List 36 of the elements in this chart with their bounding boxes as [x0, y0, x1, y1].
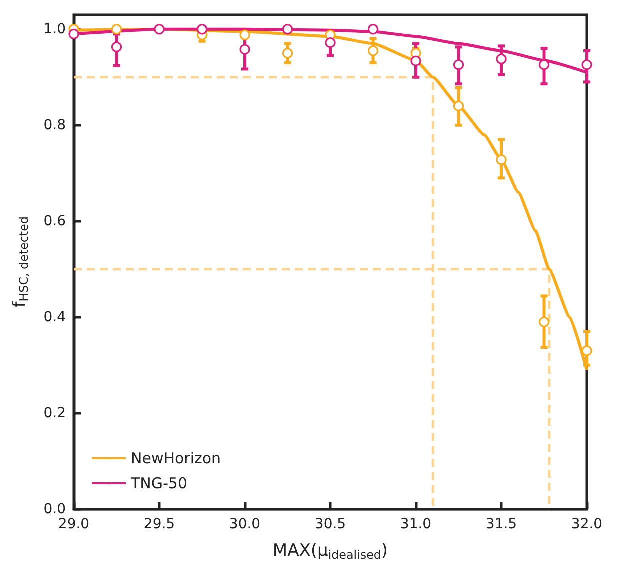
point — [538, 316, 550, 328]
point — [368, 24, 379, 35]
y-tick-label: 0.2 — [44, 405, 66, 422]
x-tick-label: 29.0 — [58, 516, 90, 532]
point — [154, 24, 165, 35]
point — [196, 24, 208, 35]
point — [68, 28, 80, 40]
point — [453, 100, 464, 112]
y-tick-label: 0.4 — [44, 309, 66, 326]
point — [282, 48, 294, 59]
y-tick-label: 0.8 — [44, 117, 66, 134]
point — [240, 44, 250, 55]
point — [410, 56, 422, 66]
point — [282, 24, 294, 35]
point — [368, 46, 379, 56]
y-tick-label: 0.6 — [44, 213, 66, 230]
point — [240, 30, 250, 40]
legend-label: TNG-50 — [130, 474, 188, 492]
y-tick-label: 1.0 — [44, 21, 66, 38]
point — [111, 42, 122, 52]
x-tick-label: 30.0 — [229, 516, 261, 532]
point — [496, 154, 507, 166]
point — [453, 60, 464, 70]
x-tick-label: 31.0 — [400, 516, 432, 532]
x-tick-label: 31.5 — [486, 516, 518, 532]
x-tick-label: 29.5 — [144, 516, 176, 532]
y-axis-title: fHSC, detected — [10, 216, 31, 308]
x-tick-label: 32.0 — [571, 516, 603, 532]
point — [538, 60, 550, 70]
y-tick-label: 0.0 — [44, 501, 66, 518]
point — [496, 54, 507, 64]
point — [582, 346, 592, 356]
point — [582, 60, 592, 70]
point — [325, 38, 336, 48]
x-tick-label: 30.5 — [314, 516, 346, 532]
legend-label: NewHorizon — [131, 450, 222, 468]
